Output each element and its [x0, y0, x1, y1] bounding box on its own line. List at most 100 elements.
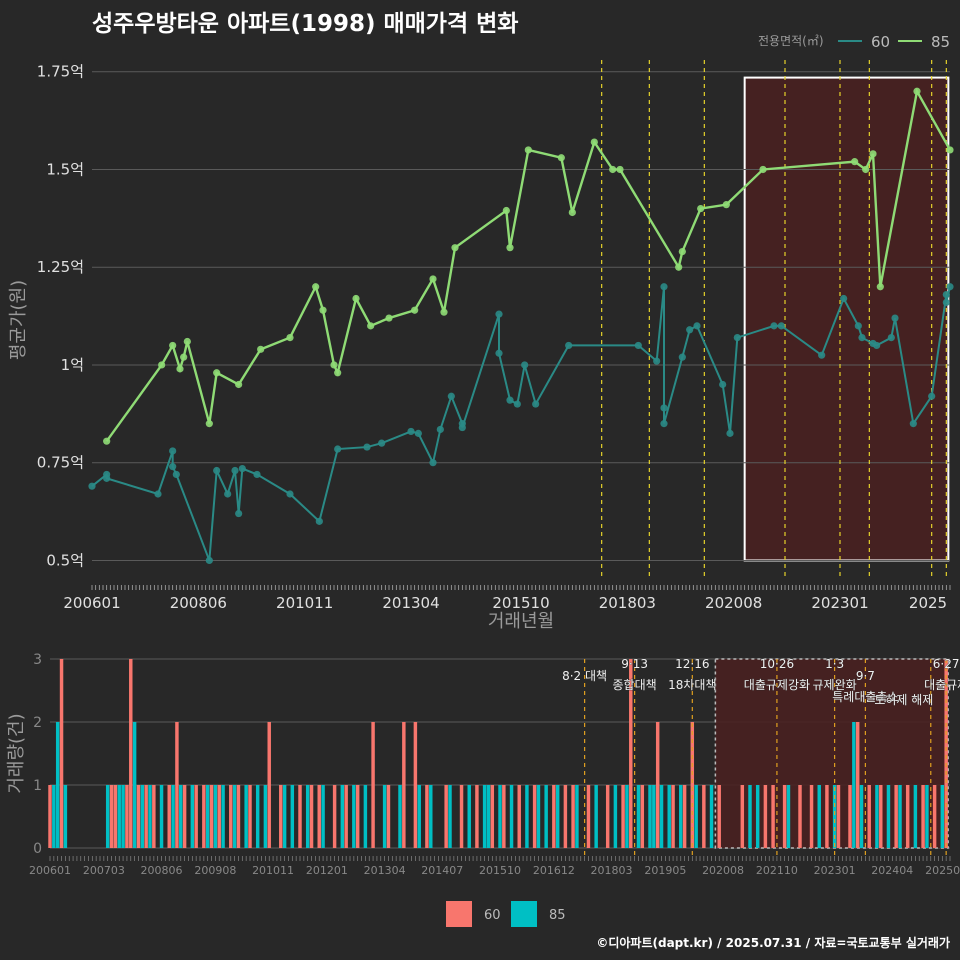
bottom-x-tick-label: 200908	[194, 864, 236, 877]
volume-bar-85	[52, 785, 56, 848]
data-point-85	[851, 158, 859, 166]
data-point-85	[411, 306, 419, 314]
volume-bar-85	[525, 785, 529, 848]
data-point-85	[385, 314, 393, 322]
volume-bar-60	[532, 785, 537, 848]
volume-bar-60	[771, 785, 775, 848]
data-point-60	[733, 333, 741, 342]
data-point-85	[158, 361, 166, 369]
volume-bar-85	[613, 785, 618, 848]
data-point-60	[660, 420, 668, 428]
bottom-x-tick-label: 202301	[814, 864, 856, 877]
data-point-60	[909, 420, 917, 428]
data-point-85	[169, 341, 177, 350]
data-point-60	[378, 439, 386, 447]
volume-bar-60	[236, 785, 241, 848]
bottom-x-tick-label: 202506	[925, 864, 960, 877]
data-point-85	[609, 165, 617, 174]
policy-annotation: 규제완화	[813, 678, 857, 692]
volume-bar-85	[382, 785, 387, 848]
data-point-60	[891, 314, 899, 322]
volume-bar-85	[232, 785, 237, 848]
data-point-60	[495, 310, 503, 318]
x-tick-label: 201803	[599, 594, 656, 612]
volume-bar-85	[55, 722, 60, 848]
data-point-85	[502, 206, 510, 215]
volume-bar-85	[429, 785, 433, 848]
data-point-60	[634, 341, 642, 350]
volume-bar-85	[679, 785, 683, 848]
bottom-legend-label-60: 60	[484, 908, 501, 923]
volume-bar-60	[809, 785, 814, 848]
data-point-85	[568, 208, 576, 217]
bottom-x-tick-label: 200601	[29, 864, 71, 877]
volume-bar-85	[398, 785, 402, 848]
data-point-85	[946, 146, 954, 154]
volume-bar-85	[636, 785, 641, 848]
volume-bar-60	[563, 785, 568, 848]
policy-annotation: 8·2 대책	[562, 668, 607, 683]
data-point-60	[363, 443, 371, 451]
volume-bar-85	[363, 785, 368, 848]
bottom-x-tick-label: 201612	[533, 864, 575, 877]
data-point-85	[506, 244, 514, 252]
volume-bar-85	[221, 785, 225, 848]
footer-source: ©디아파트(dapt.kr) / 2025.07.31 / 자료=국토교통부 실…	[596, 936, 950, 950]
volume-bar-60	[740, 785, 745, 848]
data-point-85	[876, 283, 884, 291]
x-tick-label: 2025	[909, 594, 947, 612]
policy-annotation: 대출규제강화	[744, 678, 810, 692]
data-point-60	[205, 556, 213, 565]
volume-bar-60	[517, 785, 521, 848]
data-point-60	[678, 353, 686, 361]
volume-bar-85	[190, 785, 195, 848]
volume-bar-85	[875, 785, 879, 848]
data-point-60	[873, 341, 881, 350]
x-tick-label: 202008	[705, 594, 762, 612]
volume-bar-60	[640, 785, 645, 848]
volume-bar-60	[202, 785, 206, 848]
volume-bar-60	[344, 785, 348, 848]
volume-bar-85	[148, 785, 152, 848]
volume-bar-85	[852, 722, 856, 848]
data-point-60	[653, 357, 661, 365]
data-point-60	[928, 392, 936, 400]
volume-bar-60	[552, 785, 556, 848]
volume-bar-60	[48, 785, 52, 848]
data-point-85	[869, 150, 877, 158]
legend-label-60: 60	[871, 33, 890, 51]
bottom-x-tick-label: 202110	[756, 864, 798, 877]
data-point-60	[854, 322, 862, 330]
volume-bar-60	[425, 785, 429, 848]
y-tick-label: 1.5억	[46, 160, 84, 178]
volume-bar-85	[940, 785, 945, 848]
data-point-60	[224, 490, 232, 498]
volume-bar-60	[113, 785, 118, 848]
data-point-85	[367, 322, 375, 330]
volume-bar-85	[290, 785, 295, 848]
data-point-60	[942, 298, 950, 307]
volume-bar-85	[859, 785, 864, 848]
volume-bar-60	[763, 785, 768, 848]
volume-bar-85	[694, 785, 698, 848]
bottom-x-tick-label: 200703	[83, 864, 125, 877]
volume-bar-85	[748, 785, 752, 848]
data-point-85	[590, 138, 598, 146]
data-point-85	[557, 154, 565, 162]
volume-bar-60	[109, 785, 114, 848]
data-point-85	[103, 437, 111, 445]
volume-bar-60	[413, 722, 418, 848]
y-tick-label: 0.75억	[37, 454, 84, 472]
data-point-60	[169, 463, 177, 471]
volume-bar-60	[167, 785, 171, 848]
policy-annotation: 12·16	[675, 657, 709, 671]
data-point-85	[176, 365, 184, 373]
chart-title: 성주우방타운 아파트(1998) 매매가격 변화	[92, 11, 519, 37]
data-point-60	[315, 517, 323, 525]
volume-bar-85	[913, 785, 918, 848]
data-point-60	[414, 429, 422, 437]
volume-bar-85	[625, 785, 629, 848]
volume-bar-85	[482, 785, 487, 848]
bottom-legend-label-85: 85	[549, 908, 566, 923]
